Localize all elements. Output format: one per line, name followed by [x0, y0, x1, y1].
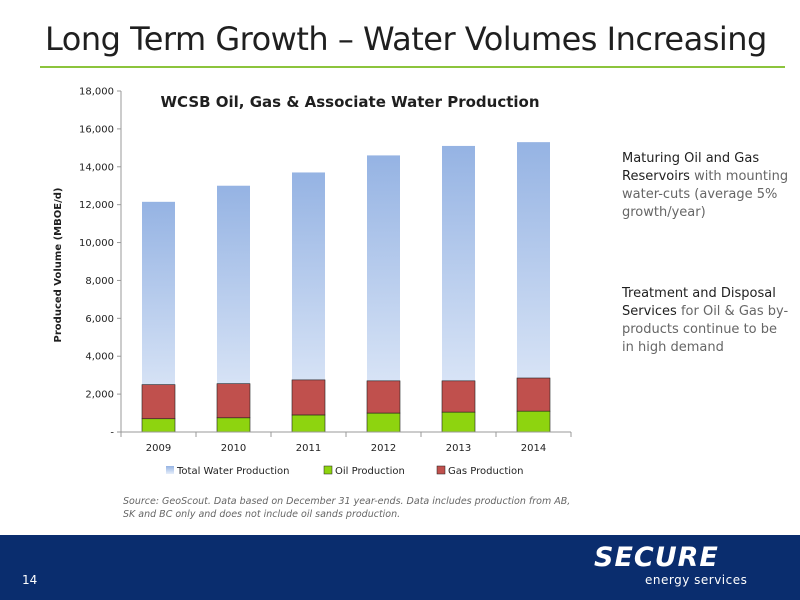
sidebar-point-2-lead: Treatment and Disposal Services	[622, 286, 776, 319]
x-tick-label-2014: 2014	[521, 443, 546, 454]
x-tick-label-2012: 2012	[371, 443, 396, 454]
company-tagline: energy services	[645, 573, 748, 587]
legend-swatch-1	[166, 466, 174, 474]
y-axis-label: Produced Volume (MBOE/d)	[53, 188, 64, 343]
y-tick-label: 12,000	[79, 200, 114, 211]
sidebar-point-reservoirs: Maturing Oil and Gas Reservoirs with mou…	[622, 150, 792, 222]
chart-title: WCSB Oil, Gas & Associate Water Producti…	[160, 93, 539, 111]
bar-oil-2014	[516, 410, 551, 433]
y-tick-label: 8,000	[85, 276, 114, 287]
bar-gas-2013	[441, 380, 476, 413]
company-logo: SECURE	[594, 542, 719, 573]
bar-gas-2014	[516, 377, 551, 412]
source-note: Source: GeoScout. Data based on December…	[123, 496, 571, 520]
bar-oil-2011	[291, 414, 326, 433]
sidebar-point-1-text: with mounting water-cuts (average 5% gro…	[622, 169, 789, 220]
x-tick-label-2009: 2009	[146, 443, 171, 454]
y-tick-label: 10,000	[79, 238, 114, 249]
legend-swatch-3	[436, 465, 446, 475]
legend-swatch-2	[323, 465, 333, 475]
bar-gas-2012	[366, 380, 401, 414]
page-number: 14	[22, 573, 38, 587]
bar-gas-2010	[216, 383, 251, 419]
y-tick-label: 4,000	[85, 352, 114, 363]
legend-label-1: Total Water Production	[176, 466, 289, 477]
x-tick-label-2013: 2013	[446, 443, 471, 454]
bar-gas-2011	[291, 379, 326, 416]
y-tick-label: 16,000	[79, 124, 114, 135]
x-tick-label-2010: 2010	[221, 443, 246, 454]
sidebar-point-services: Treatment and Disposal Services for Oil …	[622, 285, 792, 357]
title-divider	[40, 66, 785, 68]
bar-oil-2012	[366, 412, 401, 433]
bar-oil-2013	[441, 411, 476, 433]
slide-title: Long Term Growth – Water Volumes Increas…	[45, 20, 767, 58]
y-tick-label: -	[110, 428, 114, 439]
footer-bar: 14 SECURE energy services	[0, 535, 800, 600]
bar-oil-2009	[141, 418, 176, 433]
y-tick-label: 2,000	[85, 390, 114, 401]
bar-gas-2009	[141, 384, 176, 420]
y-tick-label: 6,000	[85, 314, 114, 325]
bar-oil-2010	[216, 417, 251, 433]
x-tick-label-2011: 2011	[296, 443, 321, 454]
legend-label-2: Oil Production	[335, 466, 405, 477]
sidebar-point-1-lead: Maturing Oil and Gas Reservoirs	[622, 151, 760, 184]
y-tick-label: 18,000	[79, 87, 114, 98]
sidebar-point-2-text: for Oil & Gas by-products continue to be…	[622, 304, 789, 355]
y-tick-label: 14,000	[79, 162, 114, 173]
production-chart: WCSB Oil, Gas & Associate Water Producti…	[53, 87, 572, 477]
legend-label-3: Gas Production	[448, 466, 523, 477]
